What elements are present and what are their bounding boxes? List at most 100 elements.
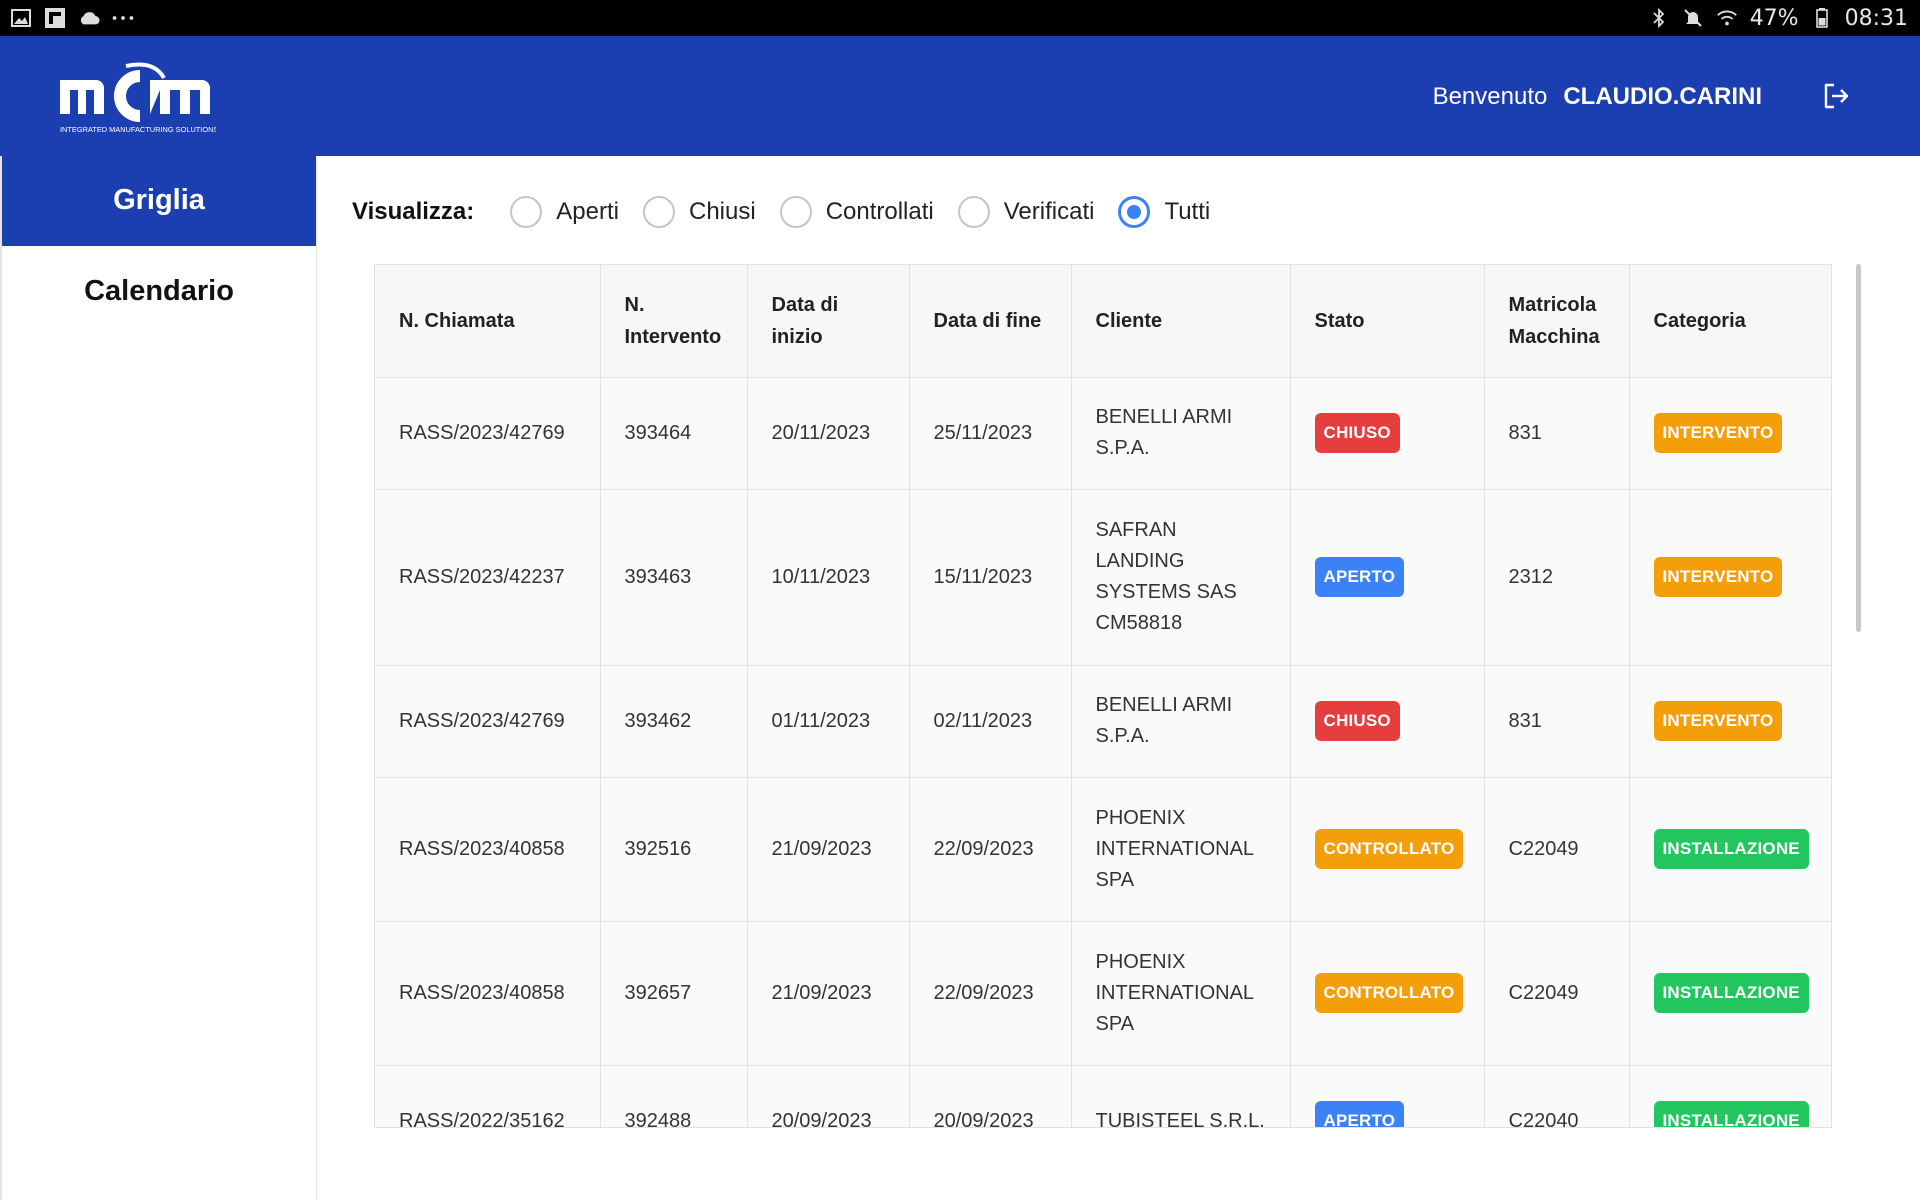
sidebar-item-label: Griglia xyxy=(113,183,205,216)
cell-categoria: INSTALLAZIONE xyxy=(1629,921,1831,1066)
cell-inizio: 01/11/2023 xyxy=(747,665,910,778)
cell-categoria: INSTALLAZIONE xyxy=(1629,1065,1831,1127)
image-icon xyxy=(10,7,32,29)
filter-label: Visualizza: xyxy=(352,198,475,225)
cell-inizio: 20/11/2023 xyxy=(747,377,910,490)
table-row[interactable]: RASS/2023/42769 393462 01/11/2023 02/11/202… xyxy=(375,665,1831,778)
filter-option-tutti[interactable]: Tutti xyxy=(1118,196,1210,228)
filter-option-controllati[interactable]: Controllati xyxy=(779,196,934,228)
cell-inizio: 21/09/2023 xyxy=(747,921,910,1066)
filter-option-label: Chiusi xyxy=(688,198,756,225)
table-row[interactable]: RASS/2023/40858 392657 21/09/2023 22/09/202… xyxy=(375,921,1831,1066)
sidebar-item-label: Calendario xyxy=(84,274,234,307)
status-filter-bar: Visualizza: Aperti Chiusi Controllati Ve… xyxy=(352,192,1234,232)
category-badge: INTERVENTO xyxy=(1653,701,1783,741)
table-row[interactable]: RASS/2023/42237 393463 10/11/2023 15/11/202… xyxy=(375,489,1831,666)
battery-percent: 47% xyxy=(1749,5,1799,31)
status-badge: APERTO xyxy=(1314,557,1405,597)
mcm-logo[interactable]: INTEGRATED MANUFACTURING SOLUTIONS xyxy=(56,58,218,138)
cell-chiamata: RASS/2022/35162 xyxy=(375,1065,601,1127)
cell-stato: CONTROLLATO xyxy=(1290,921,1485,1066)
cell-fine: 15/11/2023 xyxy=(909,489,1072,666)
table-row[interactable]: RASS/2023/42769 393464 20/11/2023 25/11/202… xyxy=(375,377,1831,490)
cell-matricola: 2312 xyxy=(1484,489,1630,666)
cell-categoria: INTERVENTO xyxy=(1629,489,1831,666)
cell-chiamata: RASS/2023/40858 xyxy=(375,777,601,922)
column-header[interactable]: Stato xyxy=(1290,265,1485,378)
cell-cliente: SAFRAN LANDING SYSTEMS SAS CM58818 xyxy=(1071,489,1291,666)
cell-intervento: 393463 xyxy=(600,489,748,666)
username: CLAUDIO.CARINI xyxy=(1563,83,1762,110)
table-row[interactable]: RASS/2022/35162 392488 20/09/2023 20/09/202… xyxy=(375,1065,1831,1127)
cell-categoria: INTERVENTO xyxy=(1629,665,1831,778)
cell-intervento: 393464 xyxy=(600,377,748,490)
cell-stato: APERTO xyxy=(1290,1065,1485,1127)
sidebar-item-griglia[interactable]: Griglia xyxy=(2,156,316,246)
cell-inizio: 21/09/2023 xyxy=(747,777,910,922)
radio-button-selected[interactable] xyxy=(1118,196,1151,228)
category-badge: INSTALLAZIONE xyxy=(1653,1101,1809,1127)
mute-icon xyxy=(1682,7,1704,29)
interventions-table: N. Chiamata N. Intervento Data di inizio… xyxy=(374,264,1832,1128)
sidebar-item-calendario[interactable]: Calendario xyxy=(2,246,316,336)
status-badge: CHIUSO xyxy=(1314,413,1400,453)
bluetooth-icon xyxy=(1648,7,1670,29)
cell-inizio: 20/09/2023 xyxy=(747,1065,910,1127)
welcome-label: Benvenuto xyxy=(1432,83,1548,110)
cell-intervento: 392488 xyxy=(600,1065,748,1127)
column-header[interactable]: Categoria xyxy=(1629,265,1831,378)
column-header[interactable]: N. Intervento xyxy=(600,265,748,378)
radio-button[interactable] xyxy=(510,196,543,228)
table-row[interactable]: RASS/2023/40858 392516 21/09/2023 22/09/202… xyxy=(375,777,1831,922)
filter-option-label: Controllati xyxy=(825,198,934,225)
cell-categoria: INSTALLAZIONE xyxy=(1629,777,1831,922)
cell-matricola: C22040 xyxy=(1484,1065,1630,1127)
cell-chiamata: RASS/2023/42237 xyxy=(375,489,601,666)
filter-option-verificati[interactable]: Verificati xyxy=(957,196,1094,228)
cell-intervento: 393462 xyxy=(600,665,748,778)
cell-stato: CHIUSO xyxy=(1290,377,1485,490)
cell-cliente: TUBISTEEL S.R.L. xyxy=(1071,1065,1291,1127)
radio-button[interactable] xyxy=(642,196,675,228)
app-header: INTEGRATED MANUFACTURING SOLUTIONS Benve… xyxy=(0,36,1920,156)
cell-fine: 22/09/2023 xyxy=(909,777,1072,922)
cell-stato: CHIUSO xyxy=(1290,665,1485,778)
cell-inizio: 10/11/2023 xyxy=(747,489,910,666)
category-badge: INSTALLAZIONE xyxy=(1653,973,1809,1013)
column-header[interactable]: Data di inizio xyxy=(747,265,910,378)
cell-matricola: 831 xyxy=(1484,665,1630,778)
filter-option-chiusi[interactable]: Chiusi xyxy=(642,196,756,228)
table-scrollbar[interactable] xyxy=(1856,264,1861,632)
sidebar: Griglia Calendario xyxy=(0,156,317,1200)
system-status-bar: 47% 08:31 xyxy=(0,0,1920,36)
cell-intervento: 392516 xyxy=(600,777,748,922)
welcome-area: Benvenuto CLAUDIO.CARINI xyxy=(1433,83,1762,111)
column-header[interactable]: Matricola Macchina xyxy=(1484,265,1630,378)
cell-intervento: 392657 xyxy=(600,921,748,1066)
status-badge: CHIUSO xyxy=(1314,701,1400,741)
column-header[interactable]: N. Chiamata xyxy=(375,265,601,378)
status-badge: CONTROLLATO xyxy=(1314,829,1464,869)
filter-option-label: Aperti xyxy=(556,198,619,225)
radio-button[interactable] xyxy=(957,196,990,228)
filter-option-aperti[interactable]: Aperti xyxy=(510,196,619,228)
more-dots-icon xyxy=(112,7,134,29)
category-badge: INSTALLAZIONE xyxy=(1653,829,1809,869)
cell-matricola: C22049 xyxy=(1484,777,1630,922)
cell-cliente: PHOENIX INTERNATIONAL SPA xyxy=(1071,777,1291,922)
battery-icon xyxy=(1811,7,1833,29)
status-badge: APERTO xyxy=(1314,1101,1405,1127)
cell-fine: 22/09/2023 xyxy=(909,921,1072,1066)
cell-chiamata: RASS/2023/42769 xyxy=(375,665,601,778)
column-header[interactable]: Data di fine xyxy=(909,265,1072,378)
cell-cliente: BENELLI ARMI S.P.A. xyxy=(1071,377,1291,490)
cell-categoria: INTERVENTO xyxy=(1629,377,1831,490)
cell-fine: 02/11/2023 xyxy=(909,665,1072,778)
cell-matricola: 831 xyxy=(1484,377,1630,490)
cell-stato: APERTO xyxy=(1290,489,1485,666)
logout-icon[interactable] xyxy=(1820,80,1852,112)
radio-button[interactable] xyxy=(779,196,812,228)
column-header[interactable]: Cliente xyxy=(1071,265,1291,378)
clock: 08:31 xyxy=(1844,5,1908,31)
cloud-icon xyxy=(78,7,100,29)
